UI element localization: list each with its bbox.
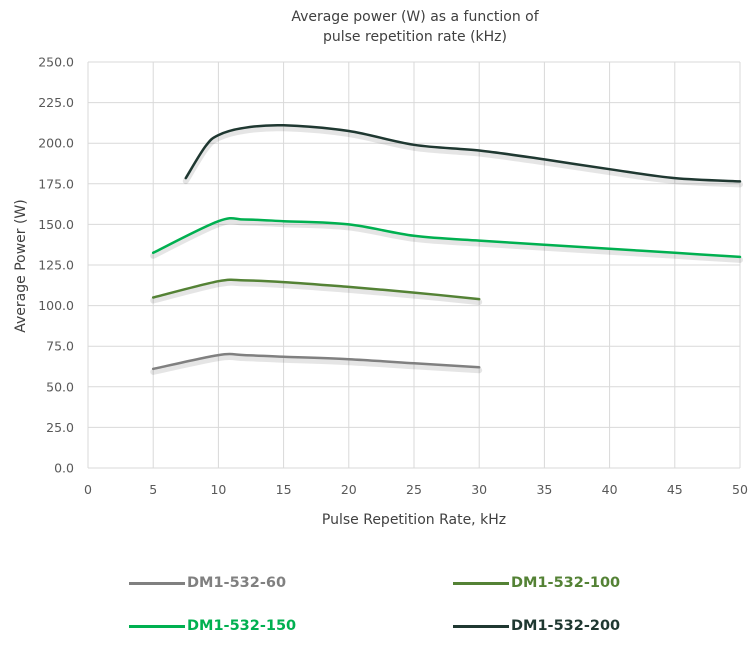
y-tick-label: 150.0 [38,217,74,232]
series-line-dm1-532-150 [151,216,742,259]
legend-item-dm1-532-60: DM1-532-60 [129,573,286,593]
y-tick-label: 225.0 [38,95,74,110]
series-shadow-2 [150,218,743,263]
series-line-dm1-532-60 [151,352,481,371]
legend-label: DM1-532-100 [511,575,621,591]
legend-swatch [129,624,185,628]
series-line-dm1-532-200 [184,123,742,183]
legend-label: DM1-532-200 [511,618,621,634]
series-lines [150,123,743,375]
y-tick-label: 25.0 [46,420,74,435]
legend-label: DM1-532-150 [187,618,297,634]
legend-item-dm1-532-200: DM1-532-200 [453,616,620,636]
y-tick-label: 125.0 [38,258,74,273]
x-tick-label: 50 [732,482,748,497]
legend-item-dm1-532-150: DM1-532-150 [129,616,296,636]
y-tick-label: 250.0 [38,55,74,70]
y-tick-label: 75.0 [46,339,74,354]
x-tick-label: 40 [602,482,618,497]
y-tick-label: 0.0 [54,461,74,476]
x-tick-label: 0 [84,482,92,497]
x-tick-label: 35 [536,482,552,497]
x-tick-label: 20 [341,482,357,497]
legend-swatch [453,624,509,628]
series-shadow-0 [150,354,483,375]
x-axis-label: Pulse Repetition Rate, kHz [322,512,506,528]
x-axis-ticks: 0 5 10 15 20 25 30 35 40 45 50 [84,482,748,497]
chart-title-line-2: pulse repetition rate (kHz) [322,29,507,45]
series-shadow-1 [150,279,483,306]
y-tick-label: 50.0 [46,379,74,394]
x-tick-label: 45 [667,482,683,497]
gridlines [87,61,741,469]
y-axis-ticks: 0.0 25.0 50.0 75.0 100.0 125.0 150.0 175.0 200.0… [38,55,74,476]
y-tick-label: 100.0 [38,298,74,313]
x-tick-label: 15 [276,482,292,497]
series-shadow-3 [182,125,743,188]
x-tick-label: 30 [471,482,487,497]
legend-item-dm1-532-100: DM1-532-100 [453,573,620,593]
legend-swatch [129,581,185,585]
legend-swatch [453,581,509,585]
series-line-dm1-532-100 [151,278,481,301]
x-tick-label: 5 [149,482,157,497]
y-axis-label: Average Power (W) [13,199,29,333]
x-tick-label: 10 [210,482,226,497]
x-tick-label: 25 [406,482,422,497]
chart-title-line-1: Average power (W) as a function of [291,9,539,25]
legend-label: DM1-532-60 [187,575,287,591]
y-tick-label: 200.0 [38,136,74,151]
y-tick-label: 175.0 [38,176,74,191]
